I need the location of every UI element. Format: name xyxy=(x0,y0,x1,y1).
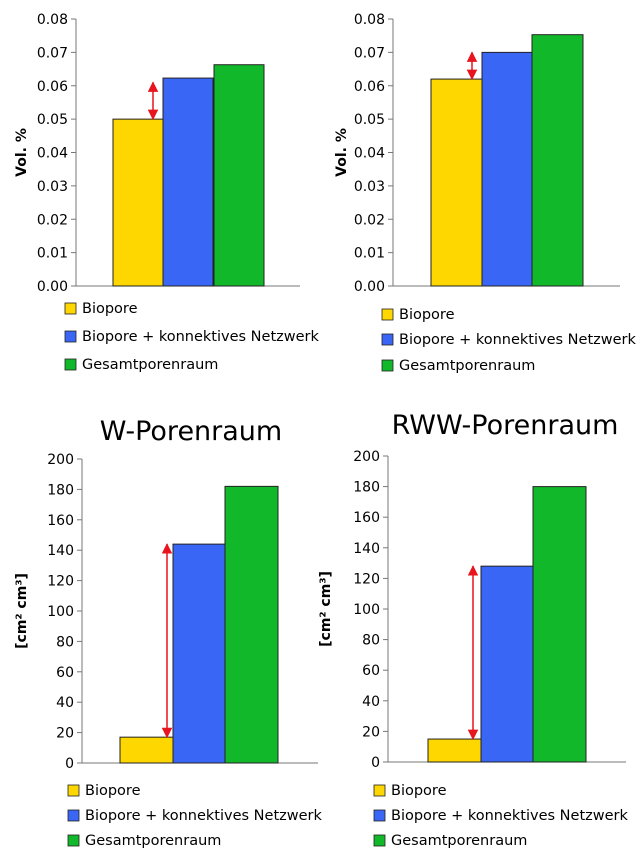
chart-panel-4: RWW-Porenraum [cm² cm³] 0 20 40 60 80 100 120 140… xyxy=(318,410,628,849)
legend: Biopore Biopore + konnektives Netzwerk Ges… xyxy=(381,307,636,374)
legend-swatch-netzwerk xyxy=(64,330,77,343)
legend: Biopore Biopore + konnektives Netzwerk Ges… xyxy=(64,301,319,373)
y-axis-label: Vol. % xyxy=(14,128,30,177)
y-tick-label: 0.00 xyxy=(354,279,385,295)
bar-gesamt xyxy=(532,486,587,763)
y-tick-label: 0.08 xyxy=(37,12,68,28)
y-tick-label: 0.06 xyxy=(37,79,68,95)
legend-label-biopore: Biopore xyxy=(399,307,455,323)
y-tick-label: 40 xyxy=(56,695,74,711)
legend-swatch-biopore xyxy=(64,302,77,315)
y-tick-label: 80 xyxy=(362,633,380,649)
bar-biopore xyxy=(112,118,164,287)
legend-swatch-netzwerk xyxy=(381,333,394,346)
legend: Biopore Biopore + konnektives Netzwerk Ges… xyxy=(67,783,322,849)
legend-label-netzwerk: Biopore + konnektives Netzwerk xyxy=(82,329,319,345)
legend-label-biopore: Biopore xyxy=(85,783,141,799)
y-tick-label: 100 xyxy=(353,602,380,618)
y-tick-label: 0.04 xyxy=(354,146,385,162)
bar-biopore xyxy=(430,78,483,287)
y-tick-label: 0.03 xyxy=(354,179,385,195)
y-tick-label: 0.02 xyxy=(354,212,385,228)
bar-biopore xyxy=(427,738,482,763)
y-tick-label: 0.00 xyxy=(37,279,68,295)
legend-swatch-biopore xyxy=(373,784,386,797)
y-tick-label: 120 xyxy=(47,574,74,590)
y-tick-label: 100 xyxy=(47,604,74,620)
chart-panel-2: Vol. % 0.00 0.01 0.02 0.03 0.04 0.05 0.06 0.07 0.… xyxy=(334,12,636,374)
y-tick-label: 0.01 xyxy=(37,246,68,262)
legend-swatch-gesamt xyxy=(381,359,394,372)
legend-swatch-biopore xyxy=(67,784,80,797)
chart-panel-3: W-Porenraum [cm² cm³] 0 20 40 60 80 100 120 140 16… xyxy=(14,416,322,849)
legend-label-biopore: Biopore xyxy=(391,783,447,799)
y-tick-label: 0.04 xyxy=(37,146,68,162)
legend-label-biopore: Biopore xyxy=(82,301,138,317)
y-tick-label: 0 xyxy=(65,756,74,772)
y-tick-label: 0 xyxy=(371,755,380,771)
legend-swatch-gesamt xyxy=(64,358,77,371)
y-tick-label: 0.01 xyxy=(354,246,385,262)
legend-label-gesamt: Gesamtporenraum xyxy=(391,833,527,849)
y-tick-label: 200 xyxy=(47,452,74,468)
y-axis-label: [cm² cm³] xyxy=(14,573,30,649)
y-tick-label: 0.03 xyxy=(37,179,68,195)
bar-netzwerk xyxy=(172,543,227,764)
chart-title: RWW-Porenraum xyxy=(392,410,619,441)
y-tick-label: 180 xyxy=(47,482,74,498)
y-tick-label: 40 xyxy=(362,694,380,710)
chart-title: W-Porenraum xyxy=(100,416,282,447)
y-tick-label: 0.07 xyxy=(354,45,385,61)
y-tick-label: 0.02 xyxy=(37,212,68,228)
chart-panel-1: Vol. % 0.00 0.01 0.02 0.03 0.04 0.05 0.06 0.07 0.… xyxy=(14,12,319,373)
legend-label-netzwerk: Biopore + konnektives Netzwerk xyxy=(391,808,628,824)
y-tick-label: 0.08 xyxy=(354,12,385,28)
legend-label-netzwerk: Biopore + konnektives Netzwerk xyxy=(399,332,636,348)
legend-label-netzwerk: Biopore + konnektives Netzwerk xyxy=(85,808,322,824)
y-tick-label: 0.05 xyxy=(354,112,385,128)
y-tick-label: 20 xyxy=(56,726,74,742)
y-tick-label: 20 xyxy=(362,724,380,740)
legend-swatch-netzwerk xyxy=(373,809,386,822)
y-tick-label: 200 xyxy=(353,449,380,465)
bar-gesamt xyxy=(531,34,584,287)
bar-gesamt xyxy=(213,64,265,287)
bar-biopore xyxy=(119,736,174,764)
y-tick-label: 160 xyxy=(353,510,380,526)
y-tick-label: 80 xyxy=(56,634,74,650)
y-tick-label: 140 xyxy=(47,543,74,559)
legend-label-gesamt: Gesamtporenraum xyxy=(399,358,535,374)
y-tick-label: 0.05 xyxy=(37,112,68,128)
bar-netzwerk xyxy=(481,51,534,287)
bar-netzwerk xyxy=(480,565,535,763)
y-tick-label: 160 xyxy=(47,513,74,529)
y-tick-label: 120 xyxy=(353,571,380,587)
y-tick-label: 180 xyxy=(353,480,380,496)
legend: Biopore Biopore + konnektives Netzwerk Ges… xyxy=(373,783,628,849)
legend-swatch-gesamt xyxy=(67,834,80,847)
y-tick-label: 60 xyxy=(56,665,74,681)
legend-label-gesamt: Gesamtporenraum xyxy=(82,357,218,373)
bar-gesamt xyxy=(224,485,279,764)
y-axis-label: Vol. % xyxy=(334,128,350,177)
bar-netzwerk xyxy=(162,77,214,287)
legend-swatch-gesamt xyxy=(373,834,386,847)
y-axis-label: [cm² cm³] xyxy=(318,571,334,647)
legend-label-gesamt: Gesamtporenraum xyxy=(85,833,221,849)
y-tick-label: 0.06 xyxy=(354,79,385,95)
legend-swatch-netzwerk xyxy=(67,809,80,822)
y-tick-label: 60 xyxy=(362,663,380,679)
y-tick-label: 140 xyxy=(353,541,380,557)
legend-swatch-biopore xyxy=(381,308,394,321)
y-tick-label: 0.07 xyxy=(37,45,68,61)
